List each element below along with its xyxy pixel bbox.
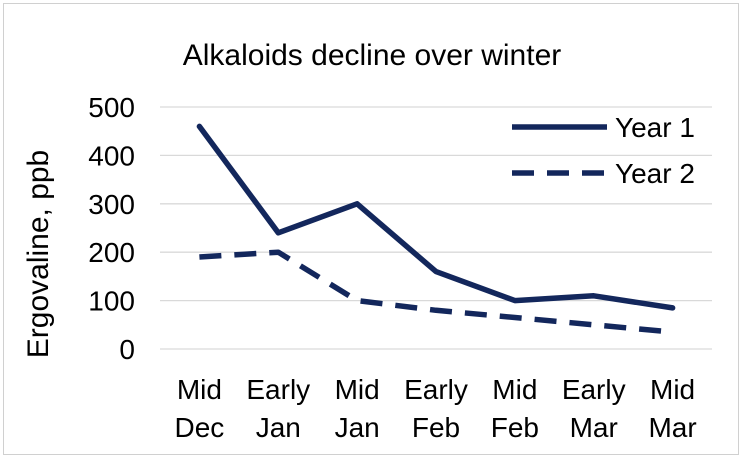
chart-title: Alkaloids decline over winter <box>183 39 562 72</box>
series-line-1 <box>196 123 676 311</box>
x-tick-label: Mid <box>492 374 537 405</box>
x-tick-label: Jan <box>256 412 301 443</box>
x-tick-label-group: Early Mar <box>562 374 626 443</box>
y-tick-label: 500 <box>88 92 135 123</box>
x-tick-label: Mar <box>648 412 696 443</box>
x-tick-label: Early <box>246 374 310 405</box>
x-tick-label: Early <box>562 374 626 405</box>
legend-label-2: Year 2 <box>615 158 695 189</box>
y-tick-label: 400 <box>88 140 135 171</box>
x-tick-label: Mid <box>335 374 380 405</box>
legend: Year 1 Year 2 <box>512 112 695 189</box>
x-tick-labels: Mid Dec Early Jan Mid Jan Early Feb Mid Feb Early M… <box>175 374 697 443</box>
x-tick-label-group: Mid Dec <box>175 374 225 443</box>
x-tick-label: Mid <box>650 374 695 405</box>
x-tick-label: Mid <box>177 374 222 405</box>
x-tick-label-group: Mid Mar <box>648 374 696 443</box>
x-tick-label-group: Mid Jan <box>335 374 380 443</box>
x-tick-label-group: Early Feb <box>404 374 468 443</box>
y-tick-label: 200 <box>88 237 135 268</box>
legend-label-1: Year 1 <box>615 112 695 143</box>
x-tick-label: Jan <box>335 412 380 443</box>
series-lines <box>196 123 676 335</box>
x-tick-label: Early <box>404 374 468 405</box>
x-tick-label-group: Early Jan <box>246 374 310 443</box>
y-tick-labels: 0 100 200 300 400 500 <box>88 92 135 365</box>
y-tick-label: 300 <box>88 189 135 220</box>
y-axis-label: Ergovaline, ppb <box>22 150 55 358</box>
series-line-2 <box>199 249 673 335</box>
x-tick-label-group: Mid Feb <box>491 374 539 443</box>
x-tick-label: Feb <box>491 412 539 443</box>
chart-frame <box>3 3 739 455</box>
x-tick-label: Feb <box>412 412 460 443</box>
x-tick-label: Dec <box>175 412 225 443</box>
y-tick-label: 100 <box>88 286 135 317</box>
x-tick-label: Mar <box>570 412 618 443</box>
y-tick-label: 0 <box>119 334 135 365</box>
